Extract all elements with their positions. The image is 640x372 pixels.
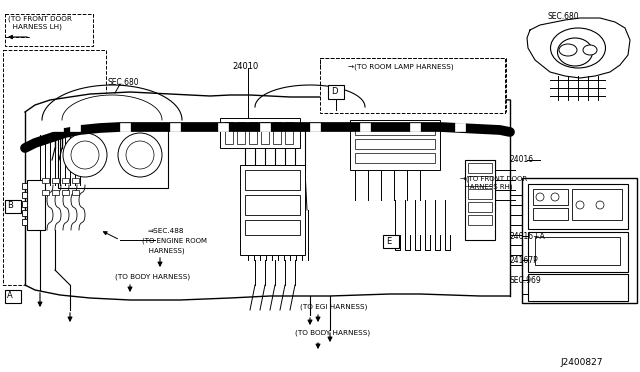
Circle shape: [596, 201, 604, 209]
Bar: [218, 123, 228, 131]
Text: A: A: [7, 291, 13, 300]
Bar: [528, 274, 628, 301]
Bar: [245, 170, 300, 190]
Text: E: E: [386, 237, 391, 246]
Text: 24010: 24010: [232, 62, 259, 71]
Bar: [237, 122, 245, 144]
Text: (TO ENGINE ROOM: (TO ENGINE ROOM: [142, 238, 207, 244]
Ellipse shape: [550, 28, 605, 68]
Ellipse shape: [557, 38, 593, 66]
Text: (TO BODY HARNESS): (TO BODY HARNESS): [115, 273, 190, 279]
Text: →(TO FRONT DOOR: →(TO FRONT DOOR: [460, 175, 527, 182]
Bar: [5, 290, 21, 303]
Bar: [533, 208, 568, 220]
Bar: [62, 190, 69, 195]
Bar: [5, 14, 93, 46]
Text: HARNESS): HARNESS): [142, 247, 184, 253]
Bar: [528, 232, 628, 272]
Bar: [220, 118, 300, 148]
Bar: [260, 123, 270, 131]
Text: HARNESS LH): HARNESS LH): [8, 24, 62, 31]
Bar: [355, 139, 435, 149]
Bar: [120, 123, 130, 131]
Bar: [468, 163, 492, 173]
Text: B: B: [7, 201, 13, 210]
Bar: [468, 189, 492, 199]
Bar: [310, 123, 320, 131]
Bar: [285, 122, 293, 144]
Text: ⇒SEC.488: ⇒SEC.488: [148, 228, 184, 234]
Bar: [533, 189, 568, 205]
Circle shape: [71, 141, 99, 169]
Bar: [22, 201, 27, 207]
Bar: [522, 178, 637, 303]
Bar: [72, 178, 79, 183]
Polygon shape: [25, 92, 510, 300]
Circle shape: [576, 201, 584, 209]
Bar: [468, 215, 492, 225]
Bar: [27, 180, 45, 230]
Bar: [245, 220, 300, 235]
Bar: [70, 123, 80, 131]
Bar: [245, 195, 300, 215]
Ellipse shape: [559, 44, 577, 56]
Circle shape: [118, 133, 162, 177]
Bar: [468, 176, 492, 186]
Bar: [53, 123, 63, 131]
Bar: [42, 190, 49, 195]
Bar: [350, 120, 440, 170]
Text: SEC.680: SEC.680: [108, 78, 140, 87]
Text: HARNESS RH): HARNESS RH): [460, 184, 513, 190]
Bar: [383, 235, 399, 248]
Bar: [410, 123, 420, 131]
Bar: [528, 184, 628, 229]
Bar: [328, 85, 344, 99]
Bar: [249, 122, 257, 144]
Bar: [170, 123, 180, 131]
Bar: [273, 122, 281, 144]
Ellipse shape: [583, 45, 597, 55]
Bar: [468, 202, 492, 212]
Bar: [22, 210, 27, 216]
Circle shape: [551, 193, 559, 201]
Text: D: D: [331, 87, 337, 96]
Bar: [355, 125, 435, 135]
Text: (TO BODY HARNESS): (TO BODY HARNESS): [295, 330, 370, 337]
Circle shape: [126, 141, 154, 169]
Text: 24167P: 24167P: [510, 256, 539, 265]
Bar: [42, 178, 49, 183]
Bar: [3, 50, 106, 285]
Text: SEC.969: SEC.969: [510, 276, 541, 285]
Circle shape: [536, 193, 544, 201]
Text: →(TO ROOM LAMP HARNESS): →(TO ROOM LAMP HARNESS): [348, 63, 454, 70]
Bar: [62, 178, 69, 183]
Bar: [572, 189, 622, 220]
Text: 24016: 24016: [510, 155, 534, 164]
Bar: [535, 237, 620, 265]
Bar: [240, 165, 305, 255]
Circle shape: [63, 133, 107, 177]
Bar: [465, 160, 495, 240]
Polygon shape: [527, 18, 630, 78]
Text: (TO EGI HARNESS): (TO EGI HARNESS): [300, 303, 367, 310]
Bar: [225, 122, 233, 144]
Bar: [320, 58, 505, 113]
Bar: [355, 153, 435, 163]
Bar: [22, 219, 27, 225]
Bar: [22, 192, 27, 198]
Bar: [5, 200, 21, 213]
Bar: [52, 178, 59, 183]
Bar: [261, 122, 269, 144]
Bar: [72, 190, 79, 195]
Bar: [58, 128, 168, 188]
Text: (TO FRONT DOOR: (TO FRONT DOOR: [8, 16, 72, 22]
Bar: [360, 123, 370, 131]
Bar: [455, 123, 465, 131]
Text: 24016+A: 24016+A: [510, 232, 546, 241]
Bar: [52, 190, 59, 195]
Text: SEC.680: SEC.680: [548, 12, 580, 21]
Bar: [22, 183, 27, 189]
Text: J2400827: J2400827: [560, 358, 602, 367]
